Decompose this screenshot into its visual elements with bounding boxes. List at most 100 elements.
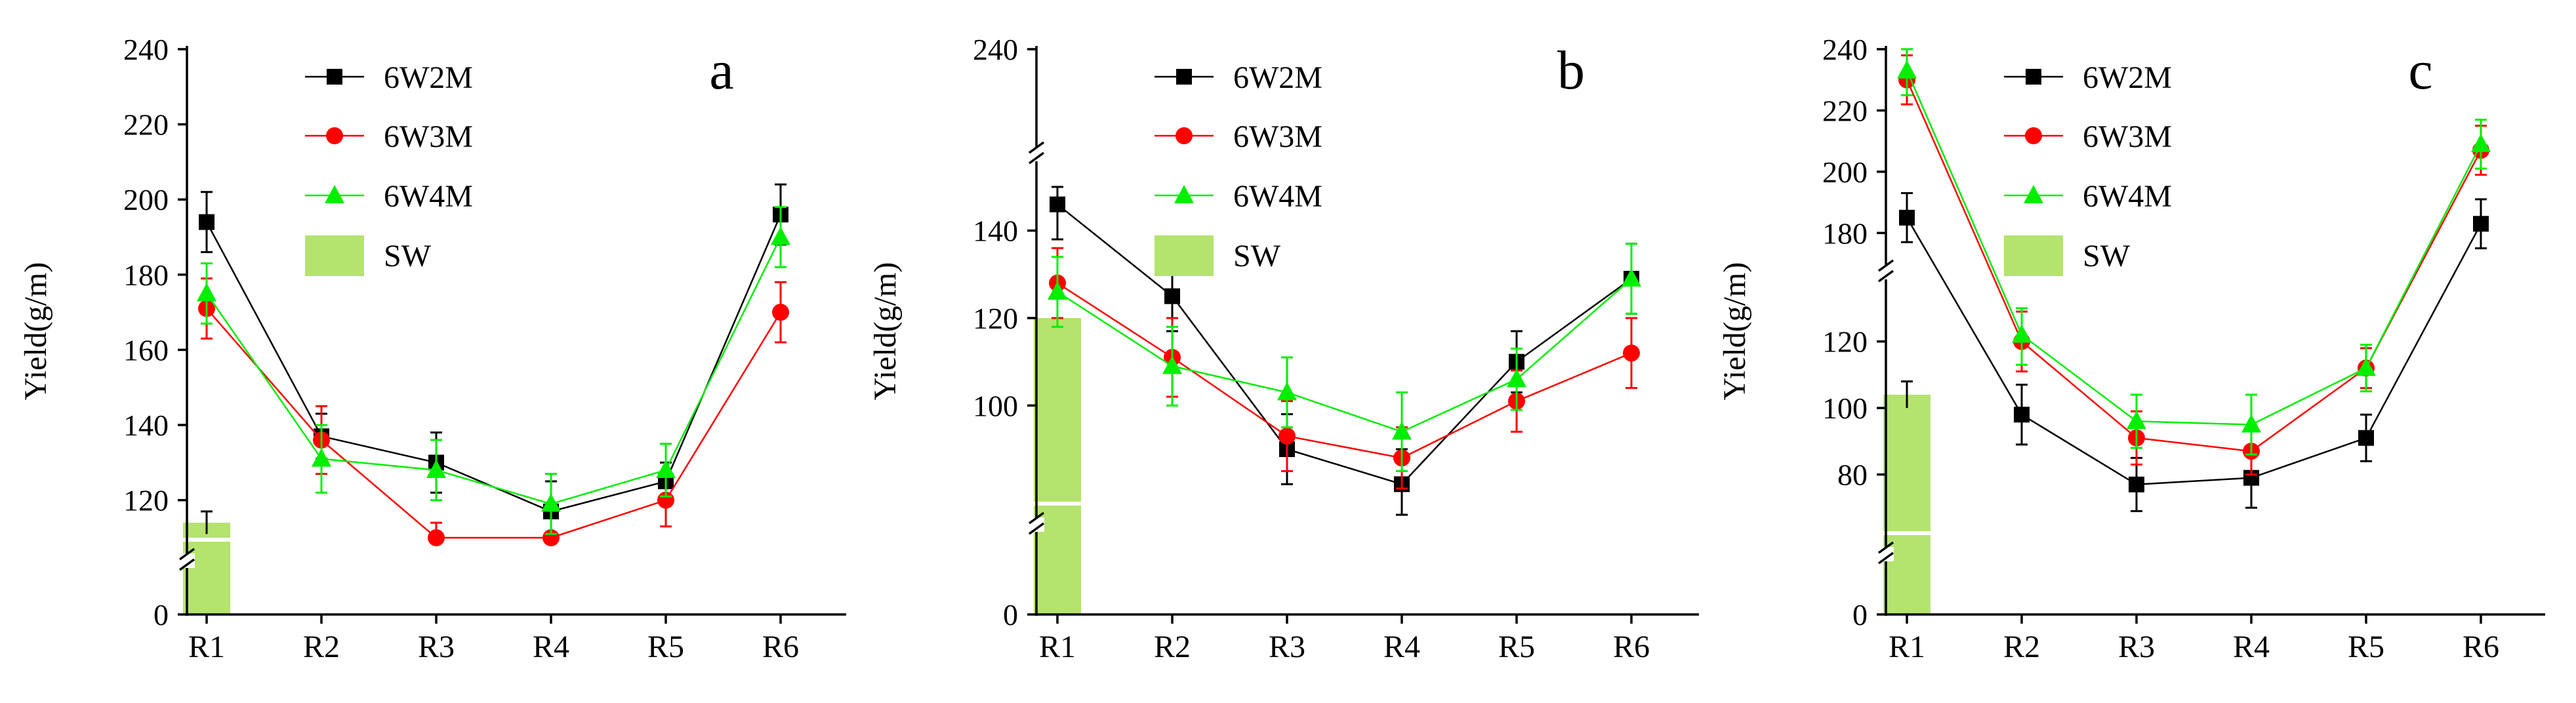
panel-a: R1 R2 R3 R4 R5 R6 0 120 140 160 180 200 220 240 Yield(… — [18, 33, 846, 664]
x-tick-label-r6: R6 — [1613, 630, 1650, 664]
data-point-r5 — [656, 459, 676, 478]
legend-label: 6W3M — [1233, 119, 1322, 154]
series-line — [205, 214, 782, 513]
legend-item-6w4m: 6W4M — [305, 179, 473, 214]
sw-bar — [1883, 394, 1931, 614]
y-tick-label-180: 180 — [123, 258, 169, 292]
series-6w3m — [1049, 247, 1640, 490]
y-tick-label-120: 120 — [123, 484, 169, 517]
legend-marker — [2024, 185, 2043, 203]
data-point-r6 — [2471, 133, 2491, 152]
data-point-r1 — [1897, 60, 1917, 79]
x-tick-label-r5: R5 — [647, 630, 684, 664]
y-tick-label-240: 240 — [973, 33, 1018, 66]
data-point-r1 — [1048, 281, 1067, 300]
legend-item-6w2m: 6W2M — [305, 60, 473, 95]
legend-item-sw: SW — [1155, 235, 1281, 276]
legend: 6W2M 6W3M 6W4M SW — [2004, 60, 2172, 276]
axis-break-upper-stroke-lower — [1028, 151, 1045, 165]
series-line — [1057, 278, 1632, 433]
series-6w2m — [1899, 192, 2489, 512]
series-6w2m — [199, 183, 788, 539]
panel-label: a — [709, 40, 733, 101]
x-tick-label-r4: R4 — [533, 630, 569, 664]
series-6w4m — [1048, 243, 1641, 472]
data-point-r6 — [2473, 216, 2489, 232]
data-point-r1 — [199, 214, 215, 230]
x-tick-label-r1: R1 — [188, 630, 225, 664]
legend-label: 6W4M — [384, 179, 473, 214]
legend-marker — [327, 69, 342, 85]
legend: 6W2M 6W3M 6W4M SW — [1155, 60, 1322, 276]
legend-label: 6W3M — [2083, 119, 2172, 154]
y-axis-title: Yield(g/m) — [868, 262, 903, 401]
data-point-r5 — [1507, 369, 1526, 388]
data-point-r3 — [428, 529, 445, 546]
legend-marker — [1176, 127, 1193, 144]
panel-label: b — [1557, 40, 1585, 101]
y-axis-title: Yield(g/m) — [1717, 262, 1752, 401]
y-tick-label-0: 0 — [1852, 598, 1868, 632]
data-point-r2 — [1162, 355, 1182, 374]
data-point-r6 — [1623, 344, 1640, 362]
legend-marker — [1176, 69, 1192, 85]
data-point-r5 — [2358, 430, 2374, 446]
axis-break-middle-stroke-upper — [1877, 259, 1894, 272]
legend-label: 6W2M — [384, 60, 473, 95]
legend-label: 6W4M — [2083, 179, 2172, 214]
series-line — [206, 308, 782, 539]
legend-item-6w2m: 6W2M — [1155, 60, 1322, 95]
series-6w3m — [198, 277, 789, 546]
legend-marker — [1174, 185, 1194, 203]
data-point-r3 — [1278, 428, 1296, 445]
y-tick-label-120: 120 — [1822, 325, 1868, 359]
y-tick-label-140: 140 — [973, 214, 1018, 248]
x-tick-label-r3: R3 — [418, 630, 455, 664]
axis-break-lower-stroke-lower — [178, 558, 195, 571]
y-axis-title: Yield(g/m) — [18, 262, 53, 401]
legend-swatch — [305, 235, 364, 276]
legend-marker — [326, 127, 343, 144]
x-tick-label-r5: R5 — [1498, 630, 1535, 664]
data-point-r6 — [1622, 268, 1641, 287]
data-point-r3 — [426, 459, 446, 478]
series-line — [1057, 282, 1632, 459]
y-tick-label-200: 200 — [123, 183, 169, 216]
data-point-r1 — [197, 283, 216, 302]
panel-b: R1 R2 R3 R4 R5 R6 0 100 120 140 240 Yield(g/m) b 6W2M… — [868, 33, 1699, 664]
legend-swatch — [2004, 235, 2063, 276]
sw-bar — [1034, 318, 1081, 614]
series-6w3m — [1898, 54, 2489, 476]
series-line — [1057, 203, 1632, 485]
axis-break-middle-stroke-lower — [1877, 270, 1894, 283]
y-tick-label-80: 80 — [1837, 458, 1868, 492]
x-tick-label-r2: R2 — [1154, 630, 1191, 664]
legend-label: 6W2M — [1233, 60, 1322, 95]
legend-item-6w3m: 6W3M — [1155, 119, 1322, 154]
x-tick-label-r6: R6 — [2463, 630, 2499, 664]
legend-marker — [2026, 69, 2041, 85]
y-tick-label-220: 220 — [123, 108, 169, 142]
x-tick-label-r1: R1 — [1889, 630, 1925, 664]
legend-label: SW — [2083, 239, 2131, 273]
legend-swatch — [1155, 235, 1214, 276]
series-line — [205, 236, 782, 505]
series-6w4m — [1897, 48, 2491, 456]
data-point-r6 — [771, 226, 790, 245]
y-tick-label-140: 140 — [123, 409, 169, 442]
axis-break-lower-stroke-upper — [1877, 541, 1894, 554]
y-tick-label-240: 240 — [1822, 33, 1868, 66]
legend-label: 6W3M — [384, 119, 473, 154]
y-tick-label-200: 200 — [1822, 155, 1868, 189]
legend-item-6w2m: 6W2M — [2004, 60, 2172, 95]
legend-item-6w3m: 6W3M — [2004, 119, 2172, 154]
x-tick-label-r2: R2 — [2003, 630, 2040, 664]
x-tick-label-r4: R4 — [1383, 630, 1420, 664]
series-line — [1906, 217, 2482, 486]
data-point-r3 — [2129, 476, 2144, 492]
y-tick-label-0: 0 — [1003, 598, 1018, 632]
x-tick-label-r4: R4 — [2233, 630, 2270, 664]
data-point-r3 — [2127, 411, 2146, 430]
axis-break-lower-stroke-lower — [1028, 522, 1045, 535]
